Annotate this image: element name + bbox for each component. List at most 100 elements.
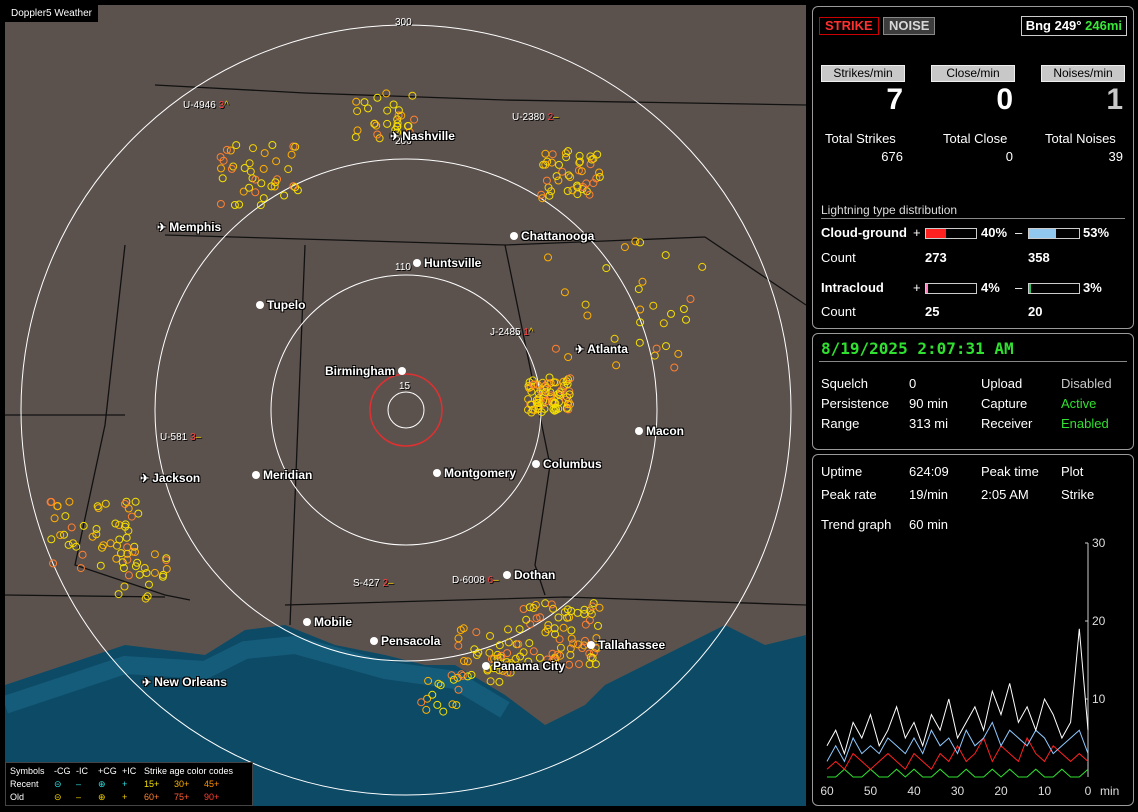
strike-marker <box>50 514 59 523</box>
strike-marker <box>162 554 171 563</box>
noise-button[interactable]: NOISE <box>883 17 936 35</box>
storm-cell-tag[interactable]: U-4946 3^ <box>183 100 229 111</box>
trend-series-line <box>826 721 1089 763</box>
strike-marker <box>528 376 537 385</box>
status-receiver-label: Receiver <box>981 416 1033 431</box>
strike-button[interactable]: STRIKE <box>819 17 879 35</box>
strike-marker <box>543 157 552 166</box>
strike-marker <box>569 639 578 648</box>
storm-intensity: 3 <box>218 100 225 111</box>
storm-cell-tag[interactable]: J-2485 1^ <box>490 327 534 338</box>
city-label: Mobile <box>314 615 352 629</box>
strike-marker <box>533 380 542 389</box>
strike-marker <box>556 643 565 652</box>
ic-neg-count: 20 <box>1028 304 1043 319</box>
total-strikes-label: Total Strikes <box>825 131 896 146</box>
close-per-min-button[interactable]: Close/min <box>931 65 1015 82</box>
lightning-map[interactable]: Doppler5 Weather 300 200 110 15 ✈ Nashvil… <box>5 5 806 806</box>
plot-label: Plot <box>1061 464 1084 479</box>
strike-marker <box>535 653 544 662</box>
trend-series-line <box>827 768 1089 778</box>
strike-marker <box>249 144 257 153</box>
strike-marker <box>424 676 433 685</box>
trend-label: Trend graph <box>821 517 892 532</box>
city-label: Jackson <box>152 471 201 485</box>
legend-cell: +CG <box>98 766 117 776</box>
city-label: Pensacola <box>381 634 441 648</box>
strike-marker <box>682 315 690 324</box>
legend-cell: -CG <box>54 766 71 776</box>
legend-cell: + <box>122 792 128 802</box>
strike-marker <box>111 519 120 528</box>
strike-marker <box>122 533 131 542</box>
strike-marker <box>222 145 231 154</box>
strike-marker <box>512 640 521 649</box>
storm-cell-tag[interactable]: U-581 3– <box>160 432 201 443</box>
storm-cell-tag[interactable]: D-6008 6– <box>452 575 499 586</box>
strike-marker <box>124 504 133 513</box>
strike-marker <box>150 568 159 577</box>
legend-cell: 90+ <box>204 792 220 802</box>
strike-marker <box>541 388 550 397</box>
ic-pos-count: 25 <box>925 304 940 319</box>
storm-cell-tag[interactable]: U-2380 2– <box>512 112 559 123</box>
strike-marker <box>561 149 570 158</box>
ic-count-label: Count <box>821 304 856 319</box>
strike-marker <box>218 174 227 183</box>
strike-marker <box>547 187 556 196</box>
strike-marker <box>393 119 402 128</box>
city-chattanooga: Chattanooga <box>510 229 594 243</box>
city-label: Columbus <box>543 457 602 471</box>
total-noises-value: 39 <box>1108 149 1123 164</box>
strike-marker <box>134 509 143 518</box>
strike-marker <box>216 200 225 208</box>
strike-marker <box>226 146 235 155</box>
city-dot-icon <box>413 259 421 267</box>
strike-marker <box>498 666 507 675</box>
strike-marker <box>564 353 573 362</box>
strike-marker <box>239 187 248 196</box>
strike-marker <box>101 499 110 508</box>
plot-value[interactable]: Strike <box>1061 487 1095 502</box>
city-jackson: ✈ Jackson <box>140 471 200 485</box>
strike-marker <box>436 681 445 690</box>
storm-cell-tag[interactable]: S-427 2– <box>353 578 394 589</box>
strike-marker <box>541 149 550 158</box>
strike-marker <box>467 670 476 679</box>
strike-marker <box>579 183 587 191</box>
strike-marker <box>649 301 658 310</box>
noises-per-min-button[interactable]: Noises/min <box>1041 65 1125 82</box>
strike-marker <box>235 200 244 209</box>
strike-marker <box>550 406 559 415</box>
strike-marker <box>670 363 679 372</box>
x-tick-label: 40 <box>907 784 921 798</box>
strike-marker <box>373 93 382 102</box>
strike-marker <box>686 295 695 303</box>
status-upload-label: Upload <box>981 376 1023 391</box>
strike-marker <box>636 238 645 247</box>
strike-marker <box>270 182 279 191</box>
strike-marker <box>568 186 577 195</box>
city-birmingham: Birmingham <box>325 364 407 378</box>
strike-marker <box>550 398 559 407</box>
city-label: Atlanta <box>587 342 628 356</box>
strike-marker <box>383 119 392 128</box>
strike-marker <box>541 381 550 390</box>
strike-marker <box>61 512 70 521</box>
uptime-value: 624:09 <box>909 464 949 479</box>
strike-marker <box>506 661 515 670</box>
cg-neg-count: 358 <box>1028 250 1050 265</box>
status-squelch-value: 0 <box>909 376 917 391</box>
storm-id: U-2380 <box>512 112 545 123</box>
strikes-per-min-button[interactable]: Strikes/min <box>821 65 905 82</box>
trend-value[interactable]: 60 min <box>909 517 949 532</box>
strike-marker <box>588 653 597 662</box>
city-dot-icon <box>503 571 511 579</box>
strike-marker <box>588 602 597 611</box>
stats-panel: STRIKE NOISE Bng 249° 246mi Strikes/min … <box>812 6 1134 329</box>
legend-cell: 60+ <box>144 792 160 802</box>
strike-marker <box>581 620 590 629</box>
city-dot-icon <box>433 469 441 477</box>
strike-marker <box>547 600 556 609</box>
strike-marker <box>124 571 133 580</box>
